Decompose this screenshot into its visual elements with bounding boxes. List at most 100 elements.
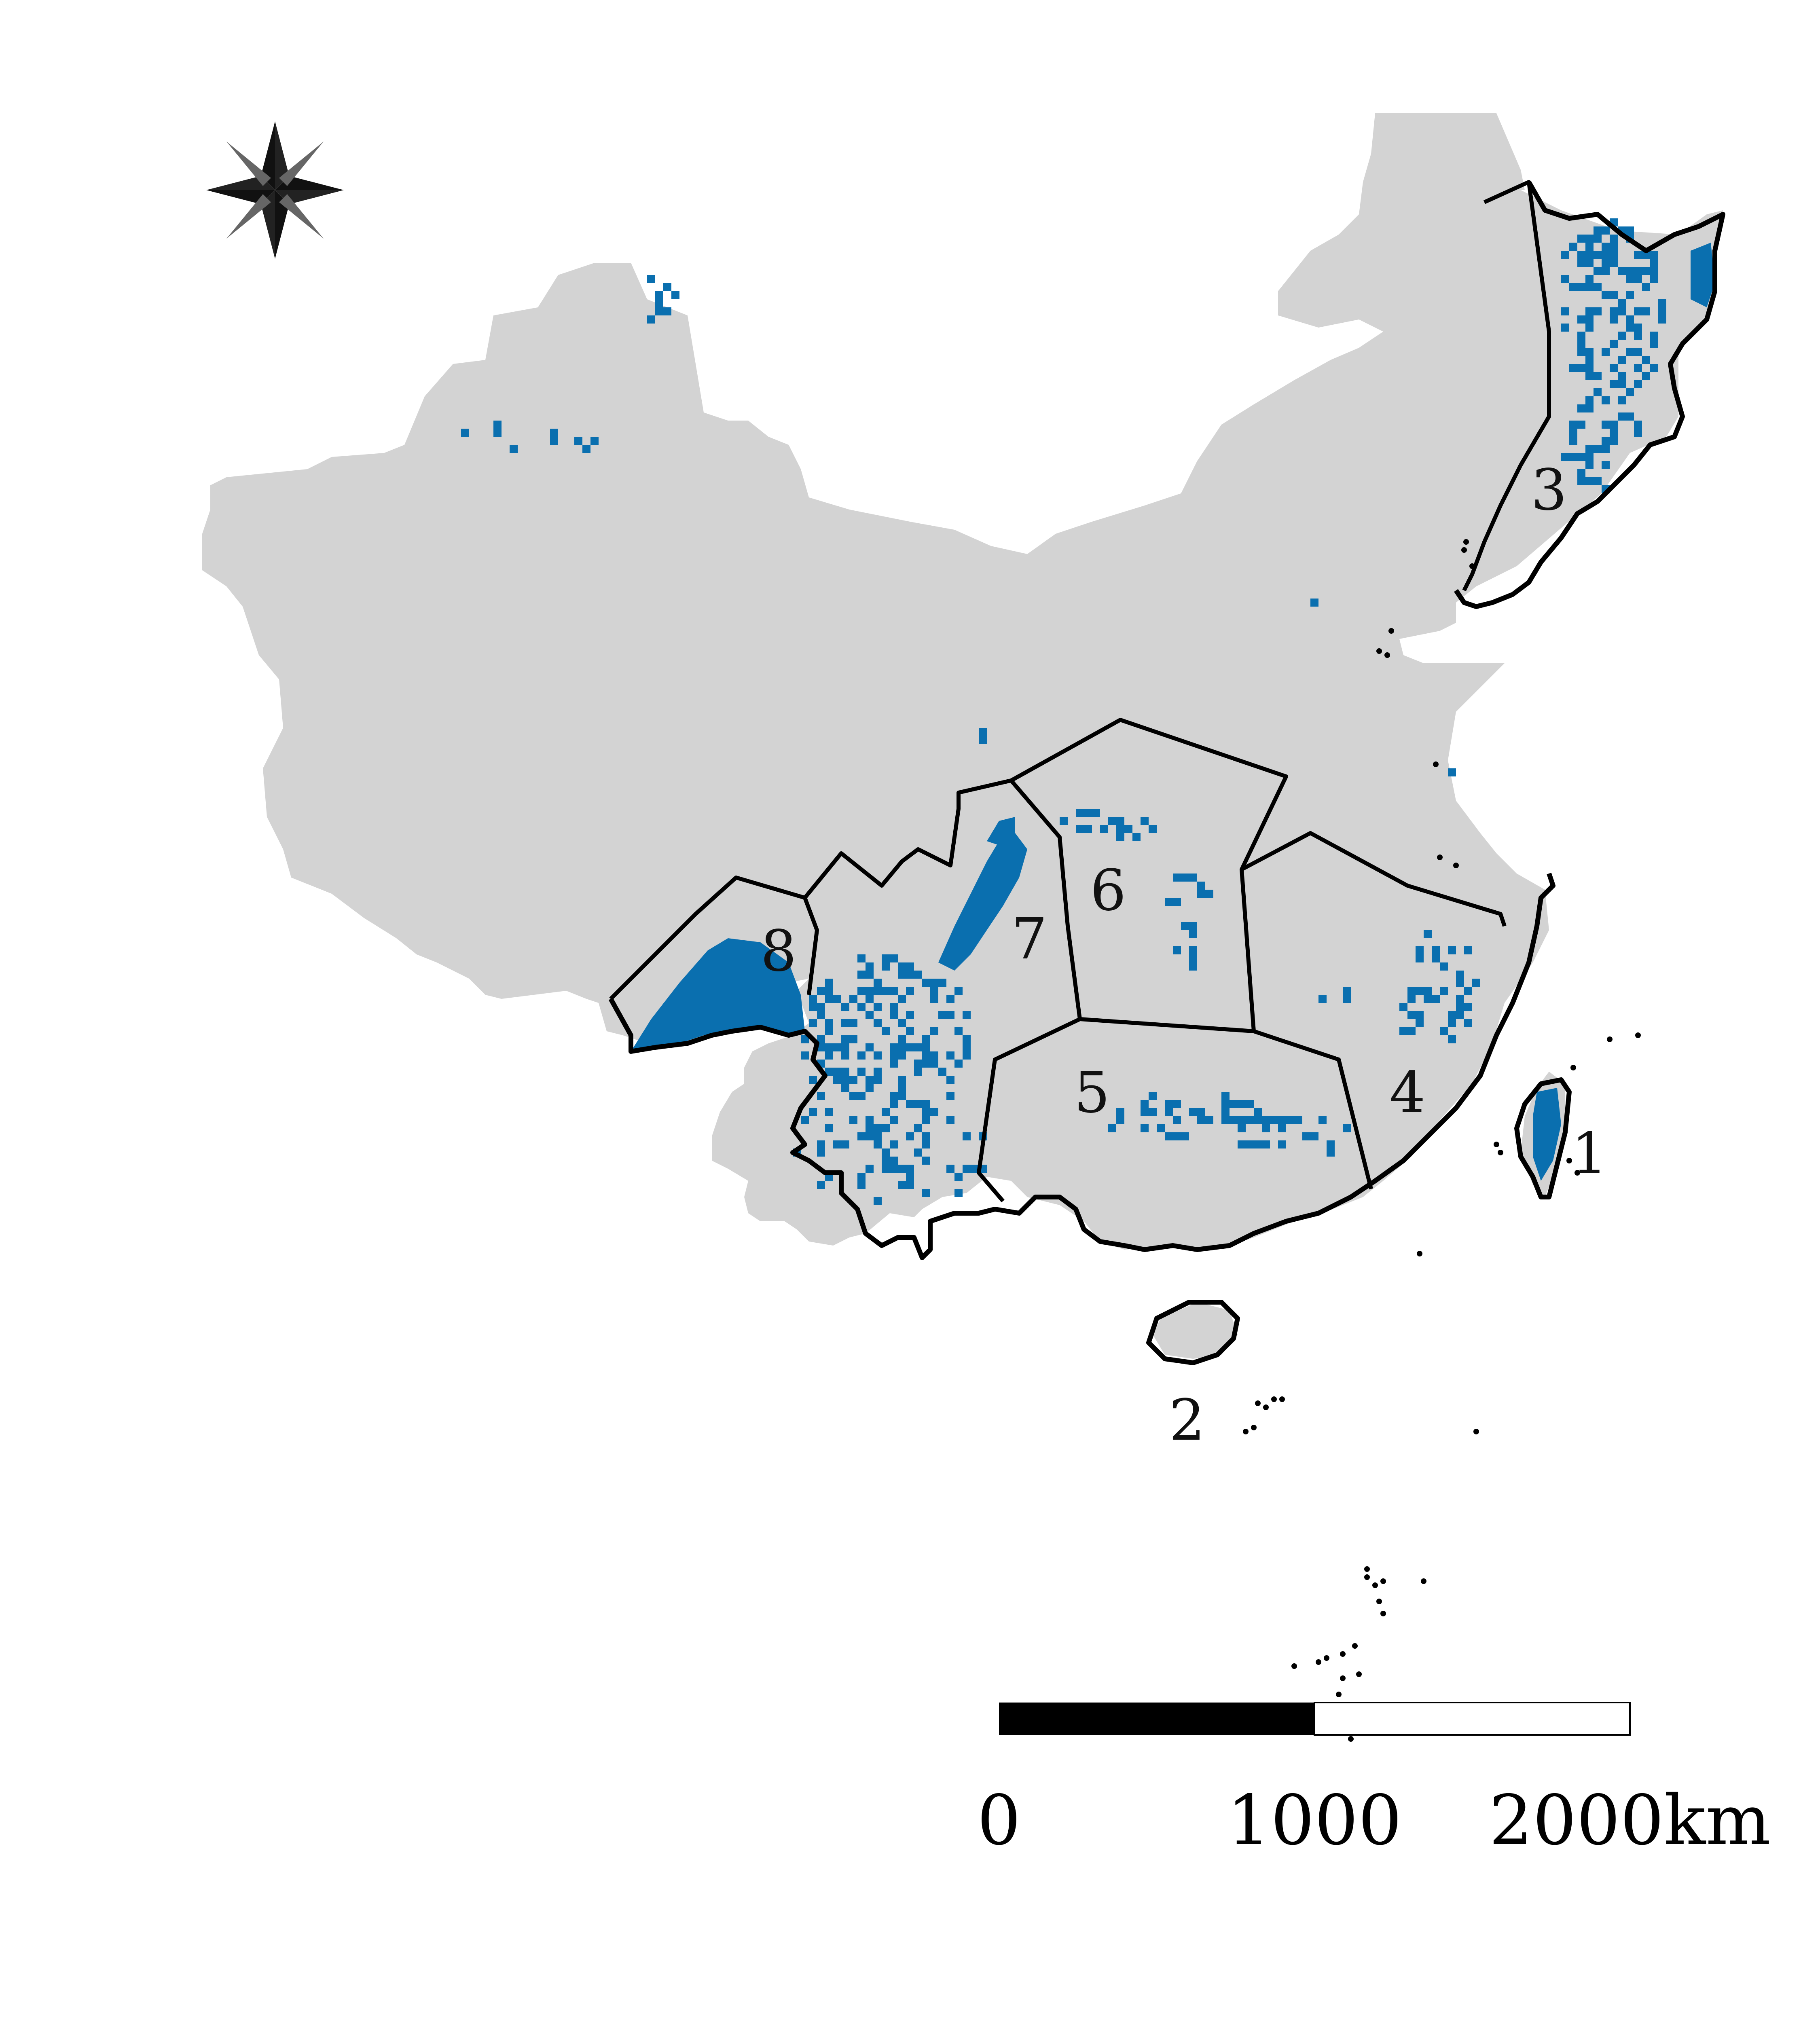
island-dot-9 bbox=[1570, 1065, 1576, 1070]
presence-cell-169 bbox=[461, 429, 469, 437]
presence-cell-31 bbox=[1585, 283, 1594, 291]
presence-cell-56 bbox=[1626, 275, 1634, 283]
presence-cell-507 bbox=[1424, 930, 1432, 938]
presence-cell-134 bbox=[1569, 421, 1577, 429]
presence-cell-175 bbox=[574, 437, 582, 445]
presence-cell-128 bbox=[1602, 396, 1610, 404]
presence-cell-463 bbox=[1238, 1124, 1246, 1132]
presence-cell-250 bbox=[857, 1092, 866, 1100]
island-dot-13 bbox=[1498, 1150, 1503, 1155]
presence-cell-427 bbox=[1205, 890, 1213, 898]
presence-cell-232 bbox=[906, 1011, 914, 1019]
scale-bar: 0 1000 2000km bbox=[977, 1702, 1771, 1861]
island-dot-20 bbox=[1251, 1425, 1257, 1430]
presence-cell-403 bbox=[1092, 809, 1100, 817]
island-dot-3 bbox=[1384, 652, 1390, 658]
island-dot-17 bbox=[1271, 1396, 1277, 1402]
presence-cell-241 bbox=[898, 1092, 906, 1100]
presence-cell-421 bbox=[1197, 890, 1205, 898]
presence-cell-538 bbox=[1343, 987, 1351, 995]
presence-cell-391 bbox=[922, 1157, 930, 1165]
presence-cell-265 bbox=[841, 1051, 849, 1060]
presence-cell-228 bbox=[914, 971, 922, 979]
presence-cell-251 bbox=[817, 1003, 825, 1011]
presence-cell-168 bbox=[550, 429, 558, 437]
presence-cell-42 bbox=[1634, 332, 1642, 340]
presence-cell-181 bbox=[938, 1011, 946, 1019]
presence-cell-166 bbox=[655, 291, 663, 299]
presence-cell-85 bbox=[1626, 291, 1634, 299]
presence-cell-303 bbox=[817, 1035, 825, 1043]
presence-cell-95 bbox=[1594, 372, 1602, 380]
presence-cell-484 bbox=[1238, 1140, 1246, 1148]
presence-cell-518 bbox=[1440, 1027, 1448, 1035]
presence-cell-423 bbox=[1181, 874, 1189, 882]
presence-cell-93 bbox=[1610, 251, 1618, 259]
presence-cell-156 bbox=[1610, 429, 1618, 437]
presence-cell-483 bbox=[1262, 1124, 1270, 1132]
presence-cell-365 bbox=[857, 1068, 866, 1076]
presence-cell-351 bbox=[866, 1132, 874, 1140]
presence-cell-509 bbox=[1424, 995, 1432, 1003]
presence-cell-14 bbox=[1650, 259, 1658, 267]
presence-cell-357 bbox=[849, 1076, 857, 1084]
presence-cell-240 bbox=[938, 979, 946, 987]
presence-cell-479 bbox=[1254, 1140, 1262, 1148]
presence-cell-275 bbox=[930, 979, 938, 987]
presence-cell-373 bbox=[906, 1132, 914, 1140]
presence-cell-278 bbox=[890, 1003, 898, 1011]
presence-cell-211 bbox=[906, 1100, 914, 1108]
presence-cell-529 bbox=[1416, 1011, 1424, 1019]
presence-cell-237 bbox=[890, 1043, 898, 1051]
presence-cell-367 bbox=[922, 1108, 930, 1116]
presence-cell-63 bbox=[1561, 275, 1569, 283]
presence-patch-zone7-north bbox=[987, 817, 1015, 845]
presence-cell-506 bbox=[1440, 962, 1448, 971]
presence-cell-46 bbox=[1561, 324, 1569, 332]
island-dot-0 bbox=[1463, 539, 1469, 545]
presence-cell-167 bbox=[647, 315, 655, 324]
presence-cell-189 bbox=[922, 1051, 930, 1060]
presence-cell-99 bbox=[1650, 340, 1658, 348]
presence-cell-178 bbox=[857, 987, 866, 995]
presence-cell-269 bbox=[866, 1011, 874, 1019]
presence-cell-307 bbox=[954, 1027, 963, 1035]
presence-cell-438 bbox=[1205, 1116, 1213, 1124]
presence-cell-419 bbox=[1173, 874, 1181, 882]
presence-cell-229 bbox=[890, 954, 898, 962]
presence-cell-383 bbox=[963, 1165, 971, 1173]
presence-cell-214 bbox=[898, 1019, 906, 1027]
presence-cell-152 bbox=[1585, 453, 1594, 461]
presence-cell-475 bbox=[1141, 1108, 1149, 1116]
presence-cell-138 bbox=[1569, 453, 1577, 461]
island-dot-11 bbox=[1575, 1170, 1580, 1176]
presence-cell-75 bbox=[1610, 380, 1618, 388]
presence-cell-396 bbox=[922, 1132, 930, 1140]
island-dot-7 bbox=[1607, 1036, 1613, 1042]
presence-cell-17 bbox=[1626, 348, 1634, 356]
zone-label-1: 1 bbox=[1571, 1121, 1607, 1187]
presence-cell-104 bbox=[1594, 226, 1602, 235]
presence-cell-299 bbox=[841, 1003, 849, 1011]
presence-cells bbox=[461, 218, 1666, 1205]
presence-cell-350 bbox=[857, 1181, 866, 1189]
presence-cell-318 bbox=[882, 1124, 890, 1132]
presence-cell-310 bbox=[963, 1051, 971, 1060]
zone-boundary-4 bbox=[1240, 831, 1507, 927]
presence-cell-517 bbox=[1456, 971, 1464, 979]
presence-cell-257 bbox=[857, 1051, 866, 1060]
presence-cell-393 bbox=[954, 1189, 963, 1197]
presence-cell-425 bbox=[1173, 898, 1181, 906]
presence-cell-424 bbox=[1165, 898, 1173, 906]
zone-label-2: 2 bbox=[1169, 1387, 1205, 1453]
zone-labels: 1 2 3 4 5 6 7 8 bbox=[760, 457, 1607, 1453]
presence-cell-224 bbox=[833, 1043, 841, 1051]
presence-cell-70 bbox=[1634, 364, 1642, 372]
presence-cell-540 bbox=[1343, 995, 1351, 1003]
presence-cell-497 bbox=[1278, 1116, 1286, 1124]
presence-cell-61 bbox=[1658, 315, 1666, 324]
presence-cell-243 bbox=[809, 1019, 817, 1027]
presence-cell-219 bbox=[849, 995, 857, 1003]
scale-bar-label-2000km: 2000km bbox=[1489, 1781, 1771, 1861]
